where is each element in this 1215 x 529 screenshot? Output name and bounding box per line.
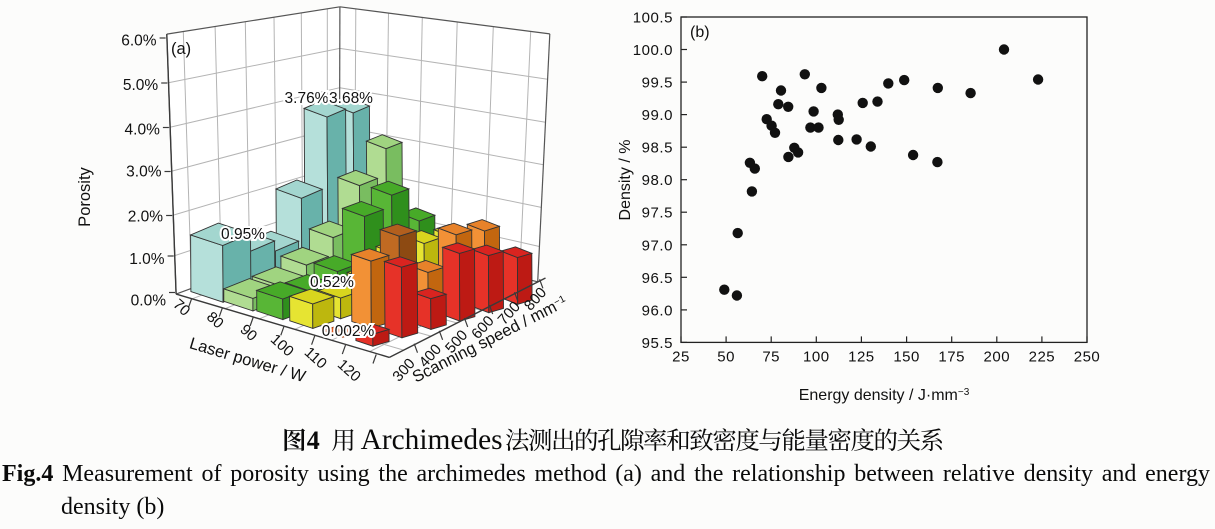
svg-text:0.002%: 0.002%: [322, 323, 375, 340]
svg-text:0.52%: 0.52%: [310, 274, 354, 291]
svg-text:225: 225: [1029, 348, 1056, 365]
svg-text:4: 4: [307, 426, 320, 455]
svg-text:3.0%: 3.0%: [126, 164, 162, 181]
svg-text:95.5: 95.5: [642, 335, 673, 352]
svg-text:2.0%: 2.0%: [128, 209, 164, 226]
svg-text:3.68%: 3.68%: [329, 90, 373, 107]
svg-text:97.5: 97.5: [642, 205, 673, 222]
svg-text:0.0%: 0.0%: [131, 292, 167, 309]
svg-text:(b): (b): [690, 24, 710, 41]
svg-text:Energy density / J·mm−3: Energy density / J·mm−3: [799, 387, 970, 405]
svg-text:1.0%: 1.0%: [129, 251, 165, 268]
svg-text:(a): (a): [171, 40, 191, 58]
svg-text:100.0: 100.0: [633, 42, 673, 59]
svg-text:90: 90: [237, 321, 261, 345]
svg-text:125: 125: [848, 348, 875, 365]
svg-text:96.0: 96.0: [642, 302, 673, 319]
svg-text:150: 150: [893, 348, 920, 365]
svg-text:50: 50: [717, 348, 735, 365]
svg-text:Archimedes: Archimedes: [361, 424, 503, 456]
svg-text:Porosity: Porosity: [76, 166, 94, 226]
svg-text:75: 75: [762, 348, 780, 365]
svg-text:100: 100: [267, 331, 297, 360]
svg-text:3.76%: 3.76%: [285, 90, 329, 107]
svg-text:6.0%: 6.0%: [121, 33, 157, 50]
svg-text:80: 80: [203, 308, 227, 332]
svg-text:4.0%: 4.0%: [125, 122, 161, 139]
svg-text:100: 100: [803, 348, 830, 365]
svg-text:70: 70: [170, 296, 194, 320]
svg-text:Density / %: Density / %: [617, 140, 634, 221]
svg-text:175: 175: [938, 348, 965, 365]
svg-text:98.5: 98.5: [642, 140, 673, 157]
svg-text:99.0: 99.0: [642, 107, 673, 124]
svg-text:250: 250: [1074, 348, 1101, 365]
svg-text:100.5: 100.5: [633, 10, 673, 27]
svg-text:120: 120: [334, 356, 364, 385]
svg-text:200: 200: [984, 348, 1011, 365]
svg-text:97.0: 97.0: [642, 237, 673, 254]
svg-text:98.0: 98.0: [642, 172, 673, 189]
svg-text:99.5: 99.5: [642, 75, 673, 92]
svg-text:25: 25: [672, 348, 690, 365]
svg-text:5.0%: 5.0%: [123, 77, 159, 94]
svg-text:0.95%: 0.95%: [221, 226, 265, 243]
svg-text:96.5: 96.5: [642, 270, 673, 287]
